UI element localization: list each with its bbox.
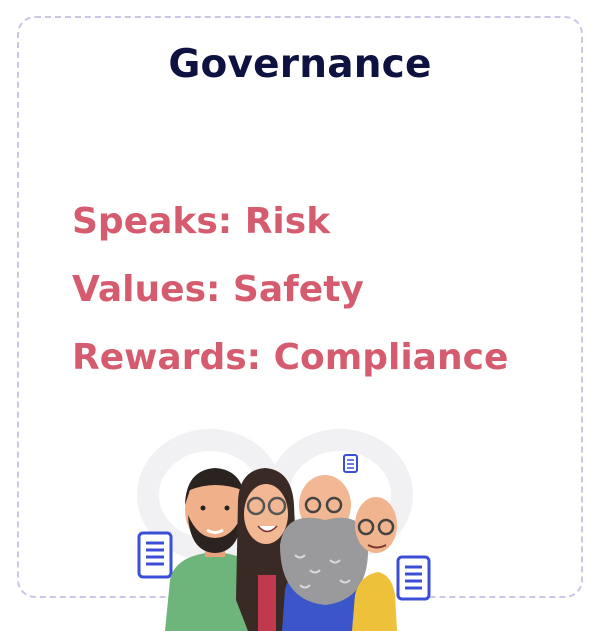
point-speaks: Speaks: Risk: [72, 201, 331, 242]
points-list: Speaks: Risk Values: Safety Rewards: Com…: [72, 188, 508, 392]
point-rewards: Rewards: Compliance: [72, 337, 509, 378]
card-title: Governance: [168, 42, 432, 87]
point-values: Values: Safety: [72, 269, 364, 310]
